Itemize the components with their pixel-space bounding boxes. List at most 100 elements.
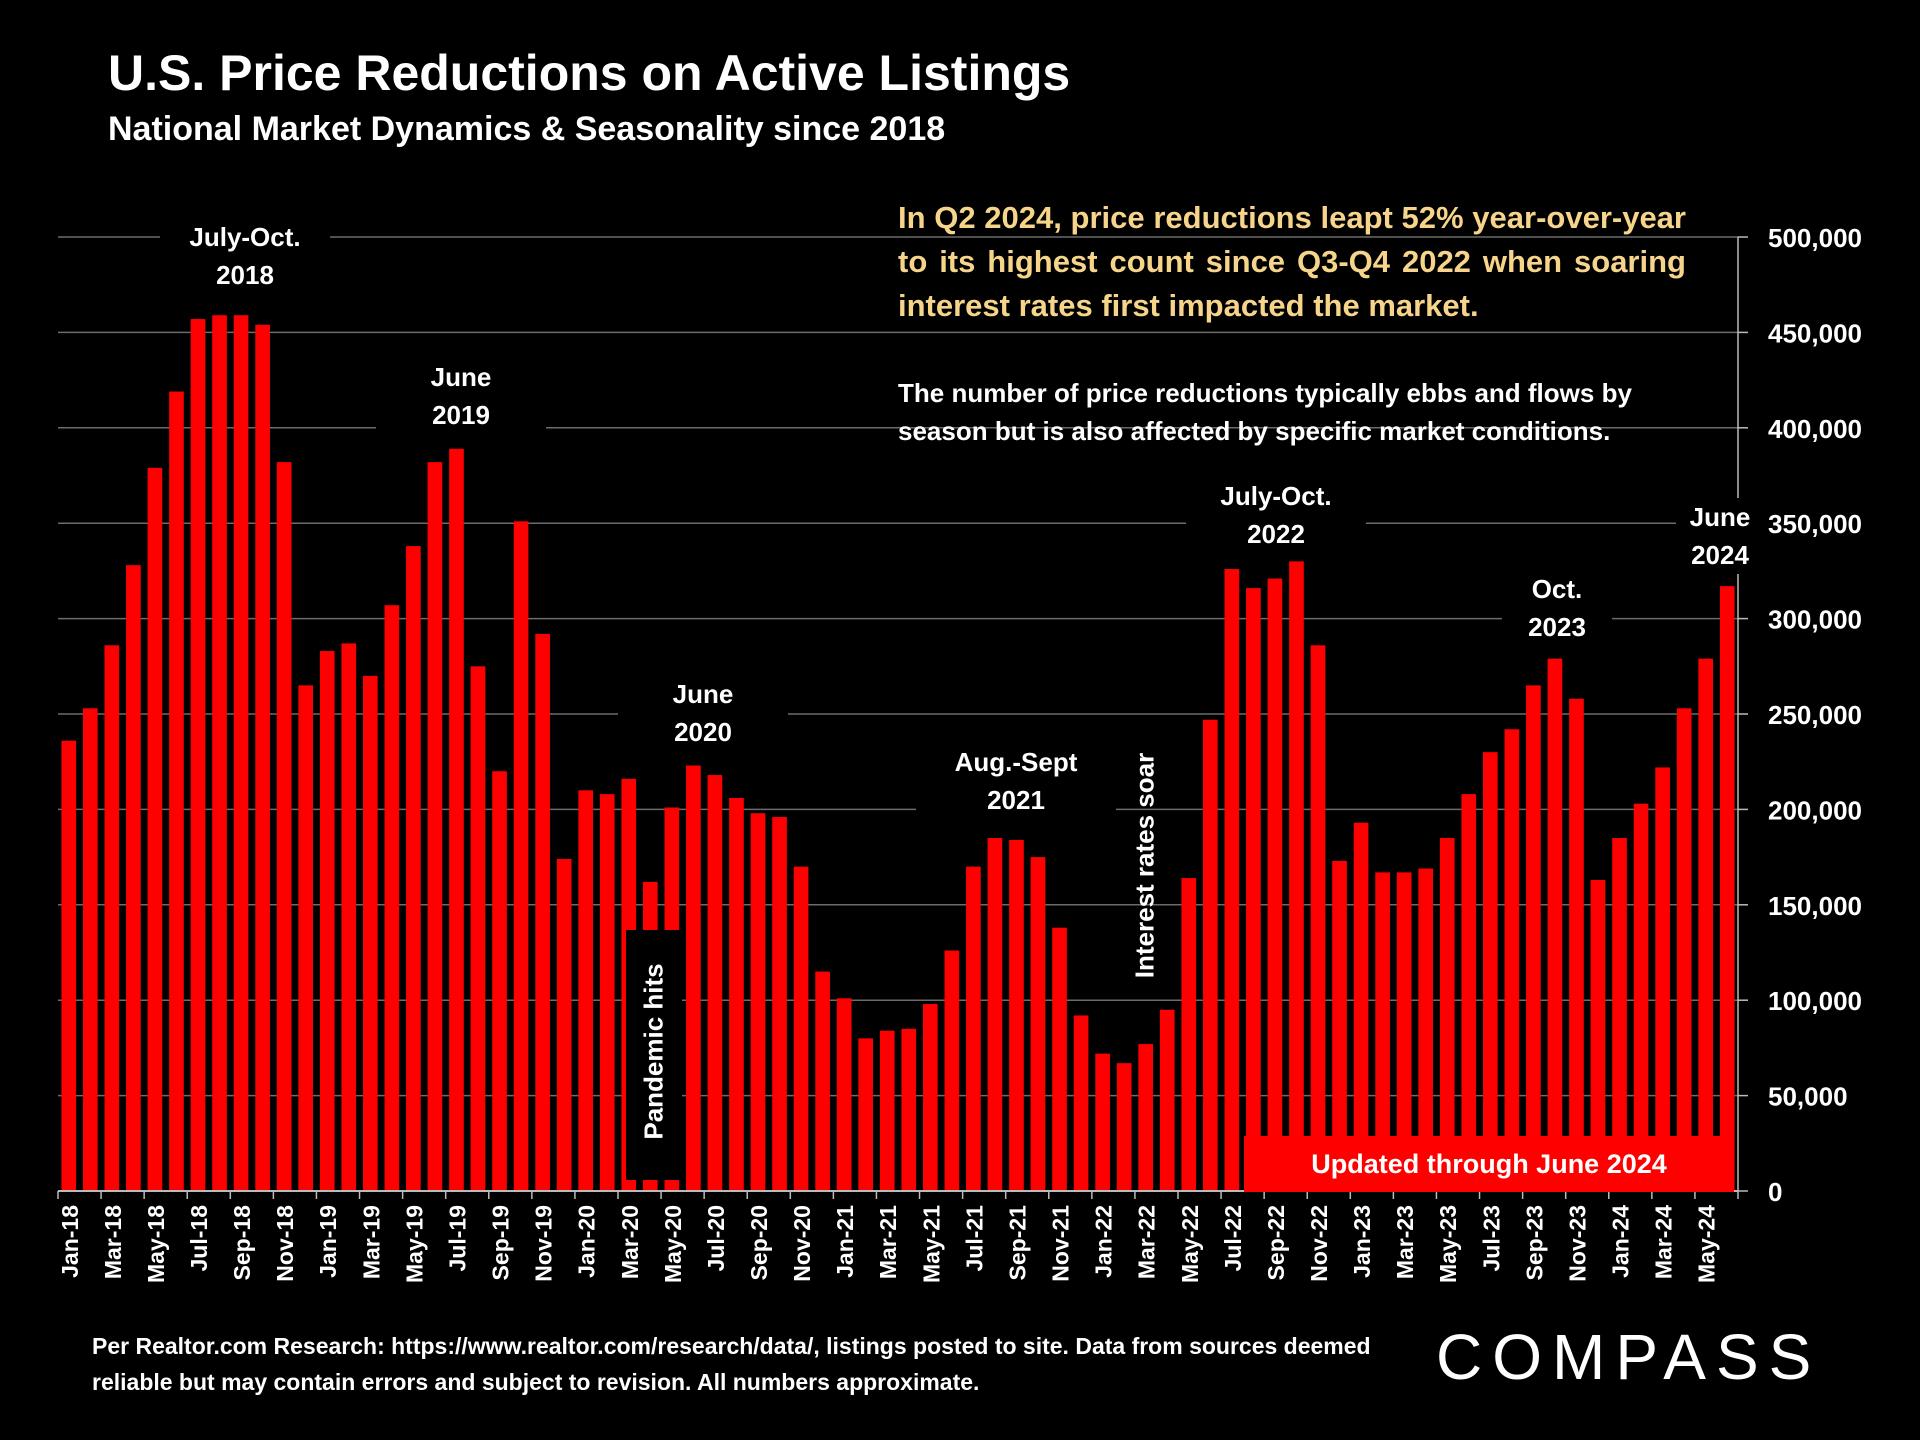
y-tick-label: 350,000 — [1768, 509, 1862, 539]
x-tick-label: Jan-24 — [1608, 1205, 1634, 1278]
pandemic-label-box — [626, 930, 682, 1180]
bar — [492, 771, 507, 1191]
bar — [298, 685, 314, 1191]
bar — [255, 324, 270, 1191]
bar — [1719, 586, 1735, 1191]
bar — [1052, 927, 1067, 1191]
annotation-2020-text: June 2020 — [672, 679, 734, 747]
x-tick-label: May-19 — [401, 1205, 427, 1283]
bar — [1202, 719, 1218, 1191]
bar — [470, 666, 486, 1191]
x-tick-label: Jan-19 — [315, 1205, 341, 1278]
bar — [922, 1004, 938, 1191]
bar — [1439, 838, 1455, 1191]
bar — [772, 817, 787, 1191]
bar — [686, 765, 701, 1191]
bar — [406, 546, 421, 1191]
bar — [1375, 872, 1390, 1191]
annotation-2019-text: June 2019 — [430, 362, 492, 430]
bar — [169, 391, 184, 1192]
annotation-2024-text: June 2024 — [1689, 502, 1751, 570]
annotation-2022-text: July-Oct. 2022 — [1220, 481, 1332, 549]
x-tick-label: Sep-19 — [488, 1205, 514, 1280]
bar — [1224, 568, 1240, 1191]
x-tick-label: Nov-18 — [272, 1205, 298, 1282]
x-tick-label: May-22 — [1177, 1205, 1203, 1283]
bar — [987, 838, 1003, 1191]
y-tick-label: 500,000 — [1768, 223, 1862, 253]
x-tick-label: Sep-21 — [1004, 1205, 1030, 1281]
bar — [836, 998, 852, 1191]
x-tick-label: Sep-20 — [746, 1205, 772, 1280]
annotation-2019: June 2019 — [376, 358, 546, 434]
bar — [556, 859, 572, 1191]
x-tick-label: May-18 — [143, 1205, 169, 1283]
y-tick-label: 450,000 — [1768, 318, 1862, 348]
bar — [384, 605, 400, 1191]
updated-badge: Updated through June 2024 — [1244, 1136, 1734, 1192]
x-tick-label: Mar-22 — [1134, 1205, 1160, 1279]
bar — [513, 521, 529, 1191]
y-tick-label: 100,000 — [1768, 986, 1862, 1016]
x-tick-label: Jan-23 — [1349, 1205, 1375, 1278]
callout-text: In Q2 2024, price reductions leapt 52% y… — [898, 200, 1686, 323]
x-tick-label: Mar-18 — [100, 1205, 126, 1279]
bar — [1526, 685, 1541, 1191]
bar — [126, 565, 141, 1191]
compass-logo: COMPASS — [1436, 1321, 1822, 1393]
chart-title: U.S. Price Reductions on Active Listings — [108, 45, 1071, 101]
bar — [944, 950, 960, 1191]
note-text: The number of price reductions typically… — [898, 378, 1632, 446]
x-tick-label: Jul-18 — [186, 1205, 212, 1272]
x-tick-label: Nov-20 — [789, 1205, 815, 1282]
bar — [1353, 822, 1369, 1191]
x-tick-label: May-24 — [1694, 1205, 1720, 1283]
bar — [362, 675, 378, 1191]
bar — [1461, 794, 1477, 1191]
annotation-2023: Oct. 2023 — [1502, 570, 1612, 646]
bar — [1633, 803, 1649, 1191]
bar — [1569, 698, 1584, 1191]
bar — [1590, 879, 1606, 1191]
x-tick-label: Jul-19 — [444, 1205, 470, 1271]
bar — [1073, 1015, 1089, 1191]
bar — [879, 1030, 895, 1191]
bar — [1009, 839, 1024, 1191]
annotation-2023-text: Oct. 2023 — [1528, 574, 1586, 642]
annotation-2024: June 2024 — [1676, 498, 1764, 574]
bar — [535, 633, 550, 1191]
bar — [1181, 878, 1197, 1191]
y-tick-label: 0 — [1768, 1177, 1782, 1207]
x-tick-label: Jul-22 — [1220, 1205, 1246, 1271]
x-tick-label: Mar-21 — [875, 1205, 901, 1279]
bar — [793, 866, 809, 1191]
x-tick-label: May-21 — [918, 1205, 944, 1283]
bar — [599, 794, 615, 1191]
x-tick-label: Jul-21 — [961, 1205, 987, 1272]
x-tick-label: Mar-24 — [1651, 1205, 1677, 1279]
annotation-2018-text: July-Oct. 2018 — [189, 222, 301, 290]
x-tick-label: Jan-21 — [832, 1205, 858, 1278]
bar — [1612, 838, 1627, 1191]
bar — [578, 790, 594, 1191]
bar — [1095, 1053, 1110, 1191]
x-tick-label: Sep-22 — [1263, 1205, 1289, 1280]
x-tick-label: Nov-19 — [531, 1205, 557, 1282]
bar — [190, 319, 206, 1191]
bar — [1482, 752, 1498, 1191]
x-tick-label: May-23 — [1435, 1205, 1461, 1283]
annotation-2021: Aug.-Sept 2021 — [916, 743, 1116, 819]
source-footnote: Per Realtor.com Research: https://www.re… — [92, 1333, 1371, 1395]
bar — [319, 651, 335, 1191]
x-tick-label: Nov-21 — [1048, 1205, 1074, 1282]
x-tick-label: Mar-20 — [617, 1205, 643, 1279]
x-tick-label: Mar-19 — [358, 1205, 384, 1279]
bar — [341, 643, 357, 1191]
bar — [1547, 658, 1563, 1191]
bar — [1289, 561, 1304, 1191]
bar — [1418, 868, 1434, 1191]
bar — [147, 467, 163, 1191]
x-tick-label: May-20 — [660, 1205, 686, 1283]
bar — [1159, 1009, 1175, 1191]
